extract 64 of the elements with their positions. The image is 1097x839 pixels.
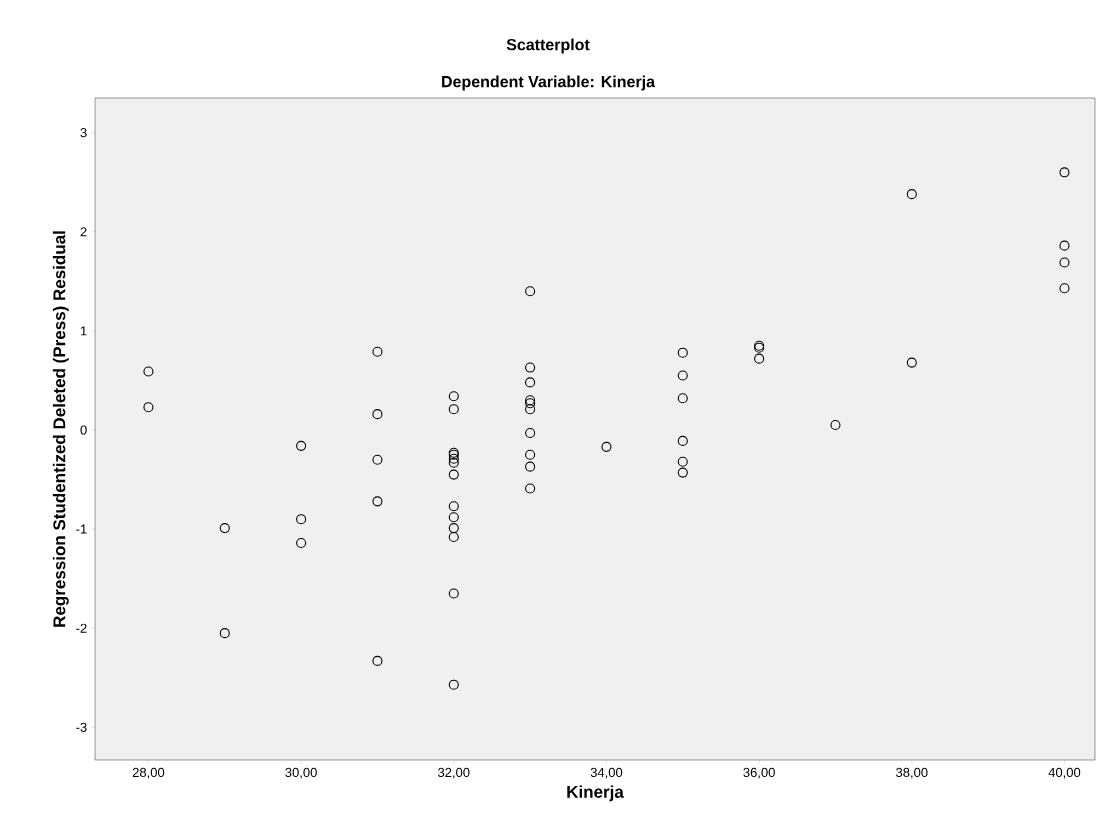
point: [448, 523, 459, 534]
point: [296, 440, 307, 451]
y-tick-label: -3: [76, 722, 87, 732]
point: [525, 449, 536, 460]
x-tick-label: 40,00: [1048, 767, 1081, 779]
point: [448, 404, 459, 415]
point: [525, 362, 536, 373]
point: [448, 512, 459, 523]
point: [1059, 283, 1070, 294]
y-tick-label: 0: [80, 425, 87, 435]
x-tick-label: 28,00: [132, 767, 165, 779]
point: [448, 679, 459, 690]
y-tick-label: 3: [80, 128, 87, 138]
x-tick-label: 34,00: [590, 767, 623, 779]
point: [754, 353, 765, 364]
point: [525, 404, 536, 415]
point: [677, 393, 688, 404]
point: [219, 523, 230, 534]
point: [830, 419, 841, 431]
point: [677, 435, 688, 446]
point: [448, 531, 459, 543]
point: [143, 366, 154, 377]
point: [448, 391, 459, 402]
point: [677, 370, 688, 381]
y-tick-label: 2: [80, 227, 87, 237]
point: [1059, 240, 1070, 251]
y-tick-label: 1: [80, 326, 87, 336]
x-tick-label: 38,00: [896, 767, 928, 779]
point: [601, 441, 612, 452]
point: [525, 483, 536, 494]
point: [525, 461, 536, 472]
point: [219, 628, 230, 639]
point: [525, 377, 536, 388]
point: [677, 467, 688, 478]
point: [525, 286, 536, 297]
point: [296, 514, 307, 525]
point: [1059, 167, 1070, 178]
point: [906, 189, 917, 200]
y-tick-label: -2: [76, 623, 87, 633]
point: [372, 655, 383, 666]
x-axis-title: Kinerja: [567, 785, 624, 802]
y-axis-title: Regression Studentized Deleted (Press) Residual: [52, 231, 69, 627]
point: [372, 496, 383, 507]
point: [677, 347, 688, 358]
point: [448, 588, 459, 599]
point: [906, 357, 917, 368]
chart-title: Scatterplot: [506, 38, 590, 54]
point: [677, 456, 688, 467]
point: [143, 402, 154, 413]
point: [448, 457, 459, 468]
y-tick-label: -1: [76, 524, 87, 534]
x-tick-label: 32,00: [438, 767, 470, 779]
point: [448, 453, 459, 464]
x-tick-label: 36,00: [743, 767, 775, 779]
chart-subtitle: Dependent Variable: Kinerja: [442, 75, 656, 91]
point: [525, 427, 536, 439]
point: [372, 454, 383, 465]
point: [448, 469, 459, 480]
point: [372, 346, 383, 357]
point: [448, 501, 459, 512]
x-tick-label: 30,00: [285, 767, 317, 779]
point: [1059, 257, 1070, 268]
point: [296, 537, 307, 549]
point: [372, 409, 383, 420]
